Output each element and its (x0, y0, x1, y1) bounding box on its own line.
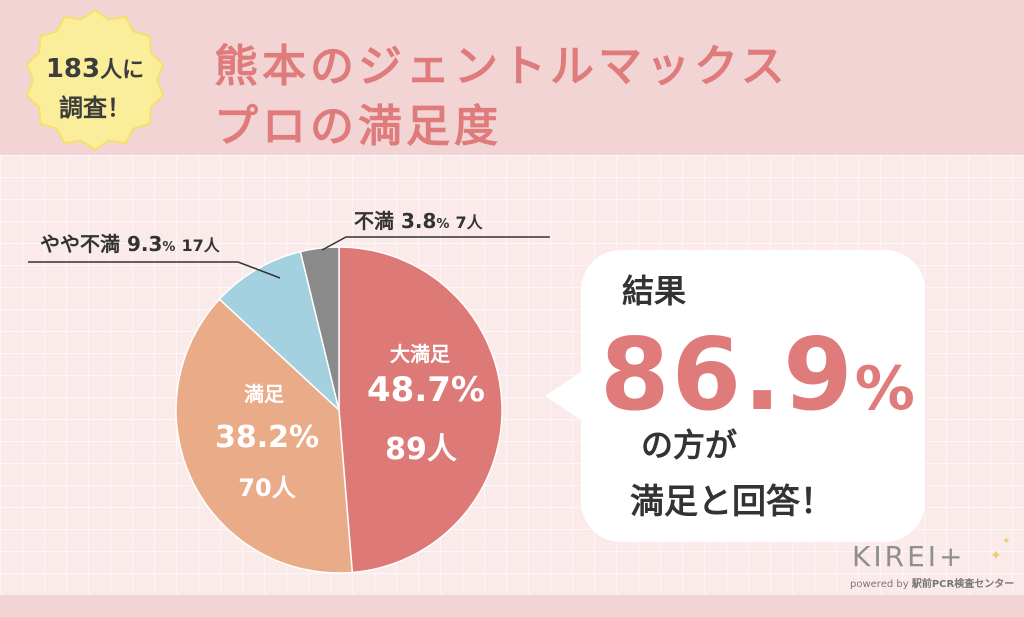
badge-shape (25, 8, 165, 152)
logo-sub-prefix: powered by (850, 579, 909, 590)
result-text-line3: 満足と回答！ (630, 482, 834, 522)
label-yaya-fuman-name: やや不満 (40, 232, 120, 256)
label-daimanzoku-name: 大満足 (390, 342, 450, 366)
logo-name: KIREI+ (852, 540, 966, 573)
pie-slice-1 (175, 298, 354, 574)
label-fuman-count: 7人 (455, 213, 483, 232)
label-manzoku-name: 満足 (244, 382, 284, 406)
result-number: 86.9 (600, 316, 855, 433)
footer-band (0, 595, 1024, 617)
label-manzoku-percent: 38.2% (214, 420, 320, 455)
label-yaya-fuman-count: 17人 (181, 236, 220, 255)
pie-slice-0 (338, 246, 503, 574)
badge-count-line: 183人に (20, 52, 170, 84)
result-text-line2: の方が (641, 426, 738, 464)
leader-line-yaya-fuman (28, 261, 281, 279)
header-band (0, 0, 1024, 155)
result-label: 結果 (622, 272, 687, 310)
pie-slice-3 (299, 246, 340, 411)
label-yaya-fuman: やや不満 9.3% 17人 (40, 228, 220, 257)
survey-badge (25, 8, 165, 152)
result-bubble (545, 250, 925, 542)
page-title-line1: 熊本のジェントルマックス (214, 41, 789, 92)
label-manzoku-count: 70人 (238, 474, 296, 502)
label-yaya-fuman-unit: % (162, 240, 176, 255)
label-fuman-unit: % (436, 217, 450, 232)
label-fuman-percent: 3.8 (400, 209, 437, 233)
logo-sub-brand: 駅前PCR検査センター (911, 579, 1015, 590)
badge-suffix: 人に (100, 58, 145, 83)
sparkle-icon: ✦ (990, 548, 1002, 564)
sparkle-icon: ✦ (1002, 536, 1011, 547)
leader-line-fuman (321, 236, 550, 251)
label-daimanzoku-count: 89人 (385, 432, 457, 467)
result-value: 86.9% (600, 316, 917, 433)
badge-count: 183 (45, 54, 101, 84)
badge-survey-text: 調査！ (59, 94, 131, 122)
label-fuman: 不満 3.8% 7人 (354, 205, 483, 234)
page-title-line2: プロの満足度 (214, 101, 502, 152)
label-yaya-fuman-percent: 9.3 (126, 232, 163, 256)
logo-sub: powered by 駅前PCR検査センター (850, 575, 1014, 590)
label-daimanzoku-percent: 48.7% (367, 370, 485, 410)
result-unit: % (854, 354, 917, 424)
result-bubble-shape (545, 250, 925, 542)
label-fuman-name: 不満 (354, 209, 394, 233)
